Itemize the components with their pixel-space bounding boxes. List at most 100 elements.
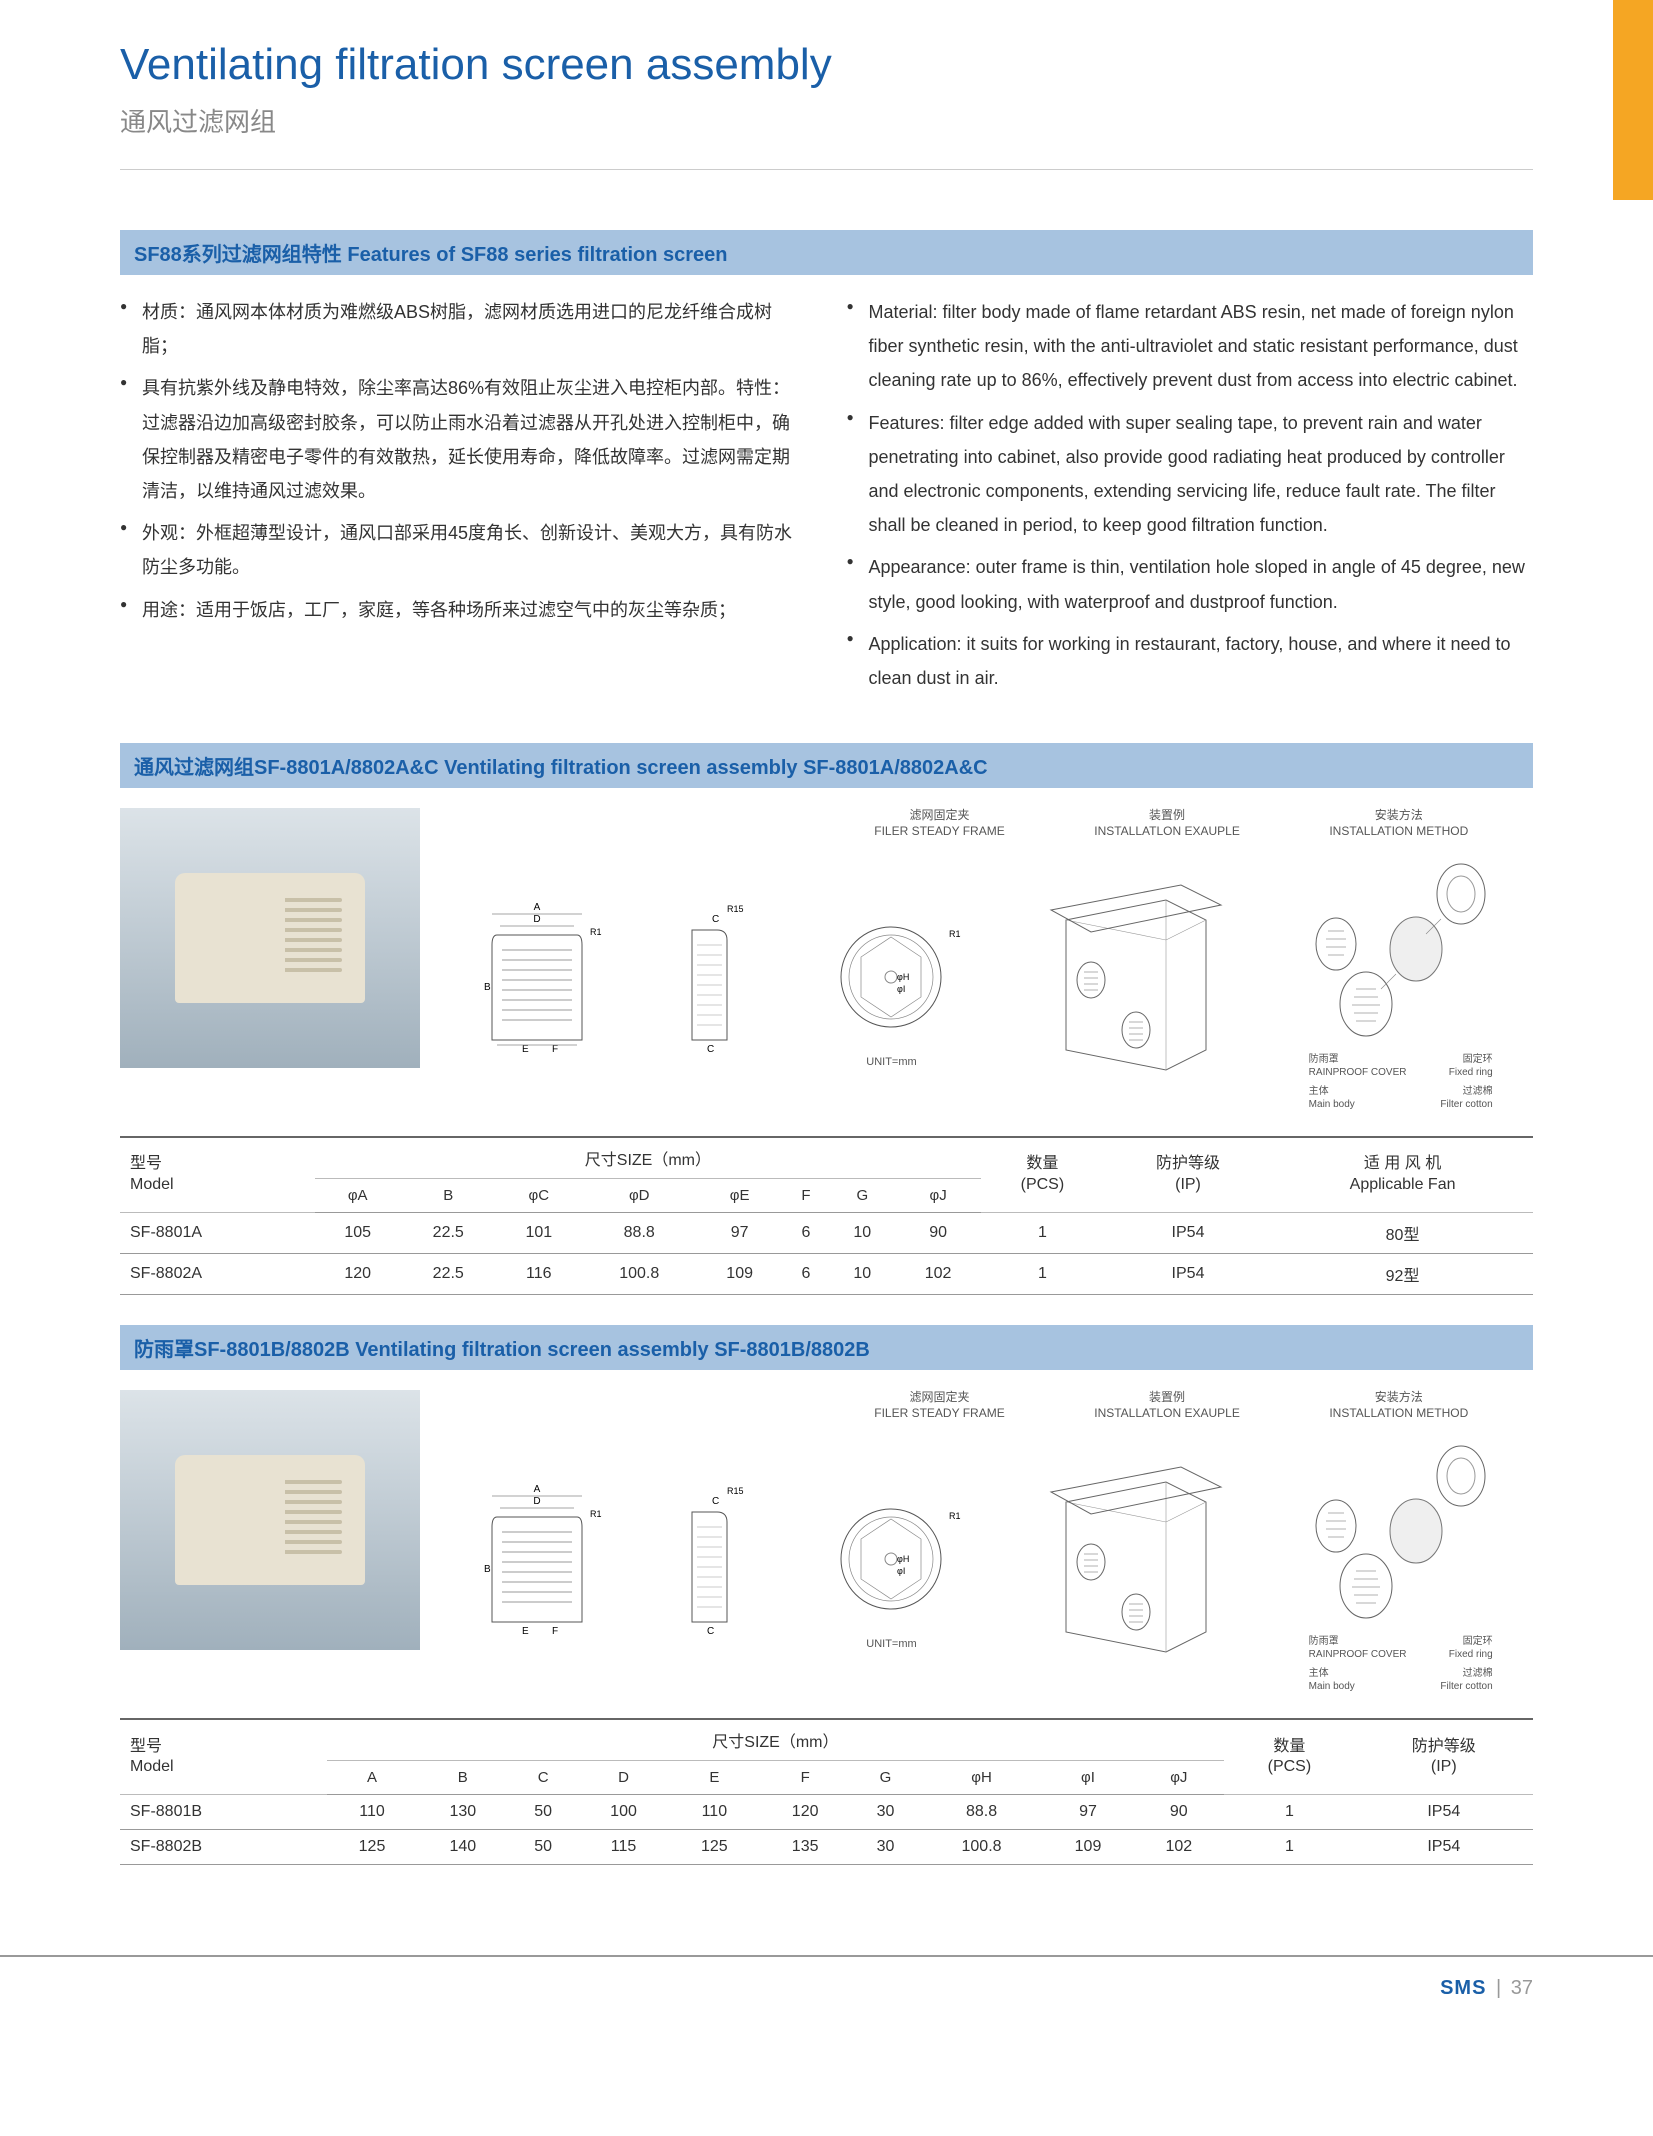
col-header: B xyxy=(401,1179,496,1213)
col-header: φE xyxy=(697,1179,783,1213)
model-hdr-cn: 型号 xyxy=(130,1154,309,1175)
svg-text:C: C xyxy=(707,1044,714,1055)
table-row: SF-8801A10522.510188.897610901IP5480型 xyxy=(120,1213,1533,1254)
features-columns: 材质：通风网本体材质为难燃级ABS树脂，滤网材质选用进口的尼龙纤维合成树脂； 具… xyxy=(120,295,1533,703)
diagram-cabinet xyxy=(1036,880,1226,1080)
col-header: φI xyxy=(1043,1761,1134,1795)
svg-text:C: C xyxy=(712,1496,719,1507)
svg-text:C: C xyxy=(707,1626,714,1637)
section-b-bar: 防雨罩SF-8801B/8802B Ventilating filtration… xyxy=(120,1325,1533,1370)
diagram-area: 滤网固定夹 FILER STEADY FRAME 装置例 INSTALLATLO… xyxy=(440,808,1533,1111)
filter-cotton-label-cn: 过滤棉 xyxy=(1440,1085,1492,1098)
svg-text:R15: R15 xyxy=(590,1509,602,1519)
model-hdr-cn: 型号 xyxy=(130,1737,321,1758)
col-header: φJ xyxy=(1133,1761,1224,1795)
main-body-label-cn: 主体 xyxy=(1309,1085,1355,1098)
install-example-en: INSTALLATLON EXAUPLE xyxy=(1094,824,1240,840)
diagram-front: A D R15 B E F xyxy=(472,1482,602,1642)
spec-table-a: 型号 Model 尺寸SIZE（mm） 数量 (PCS) 防护等级 (IP) 适… xyxy=(120,1136,1533,1295)
diagram-area: 滤网固定夹 FILER STEADY FRAME 装置例 INSTALLATLO… xyxy=(440,1390,1533,1693)
diagram-filter-ring: R15 φH φI UNIT=mm xyxy=(821,892,961,1068)
col-header: G xyxy=(829,1179,895,1213)
col-header: B xyxy=(417,1761,508,1795)
diagram-side: R15 C C xyxy=(677,1482,747,1642)
svg-text:φI: φI xyxy=(897,1566,905,1576)
vent-cover-shape xyxy=(175,1455,285,1585)
feature-item: Application: it suits for working in res… xyxy=(847,627,1534,695)
unit-label: UNIT=mm xyxy=(821,1056,961,1068)
svg-text:E: E xyxy=(522,1626,529,1637)
filter-frame-label-en: FILER STEADY FRAME xyxy=(874,1406,1004,1422)
spec-table-b: 型号 Model 尺寸SIZE（mm） 数量 (PCS) 防护等级 (IP) A… xyxy=(120,1718,1533,1865)
fixed-ring-label-cn: 固定环 xyxy=(1449,1053,1493,1066)
svg-text:φH: φH xyxy=(897,972,909,982)
model-hdr-en: Model xyxy=(130,1175,309,1196)
rainproof-label-en: RAINPROOF COVER xyxy=(1309,1648,1407,1661)
section-a-bar: 通风过滤网组SF-8801A/8802A&C Ventilating filtr… xyxy=(120,743,1533,788)
filter-cotton-label-en: Filter cotton xyxy=(1440,1680,1492,1693)
svg-text:R15: R15 xyxy=(727,904,744,914)
rainproof-label-cn: 防雨罩 xyxy=(1309,1053,1407,1066)
diagram-exploded: 防雨罩 RAINPROOF COVER 固定环 Fixed ring 主体 xyxy=(1301,1431,1501,1693)
vent-cover-shape xyxy=(175,873,285,1003)
col-header: E xyxy=(669,1761,760,1795)
svg-text:E: E xyxy=(522,1044,529,1055)
svg-text:A: A xyxy=(534,902,541,913)
feature-item: Features: filter edge added with super s… xyxy=(847,406,1534,543)
install-method-en: INSTALLATION METHOD xyxy=(1329,824,1468,840)
col-header: D xyxy=(578,1761,669,1795)
col-header: C xyxy=(508,1761,578,1795)
feature-item: Material: filter body made of flame reta… xyxy=(847,295,1534,398)
ip-hdr-en: (IP) xyxy=(1361,1757,1527,1778)
feature-item: 外观：外框超薄型设计，通风口部采用45度角长、创新设计、美观大方，具有防水防尘多… xyxy=(120,516,807,584)
ip-hdr-cn: 防护等级 xyxy=(1361,1737,1527,1758)
fixed-ring-label-en: Fixed ring xyxy=(1449,1648,1493,1661)
install-method-cn: 安装方法 xyxy=(1329,1390,1468,1406)
svg-text:F: F xyxy=(552,1626,558,1637)
svg-text:R15: R15 xyxy=(949,1511,961,1521)
product-photo xyxy=(120,808,420,1068)
main-body-label-cn: 主体 xyxy=(1309,1667,1355,1680)
svg-text:B: B xyxy=(484,1564,491,1575)
unit-label: UNIT=mm xyxy=(821,1638,961,1650)
fan-hdr-en: Applicable Fan xyxy=(1278,1175,1527,1196)
feature-item: 用途：适用于饭店，工厂，家庭，等各种场所来过滤空气中的灰尘等杂质； xyxy=(120,593,807,627)
qty-hdr-en: (PCS) xyxy=(987,1175,1098,1196)
main-body-label-en: Main body xyxy=(1309,1098,1355,1111)
page-title-cn: 通风过滤网组 xyxy=(120,102,1533,139)
fixed-ring-label-cn: 固定环 xyxy=(1449,1635,1493,1648)
page-footer: SMS | 37 xyxy=(0,1955,1653,2020)
diagram-side: R15 C C xyxy=(677,900,747,1060)
features-cn: 材质：通风网本体材质为难燃级ABS树脂，滤网材质选用进口的尼龙纤维合成树脂； 具… xyxy=(120,295,807,703)
ip-hdr-en: (IP) xyxy=(1110,1175,1266,1196)
footer-brand: SMS xyxy=(1440,1977,1486,1999)
col-header: φD xyxy=(582,1179,697,1213)
footer-sep: | xyxy=(1496,1977,1501,1999)
col-header: φA xyxy=(315,1179,401,1213)
model-hdr-en: Model xyxy=(130,1757,321,1778)
qty-hdr-en: (PCS) xyxy=(1230,1757,1348,1778)
filter-cotton-label-en: Filter cotton xyxy=(1440,1098,1492,1111)
svg-text:F: F xyxy=(552,1044,558,1055)
product-section-a: 通风过滤网组SF-8801A/8802A&C Ventilating filtr… xyxy=(120,743,1533,1295)
svg-text:φI: φI xyxy=(897,984,905,994)
features-en: Material: filter body made of flame reta… xyxy=(847,295,1534,703)
fan-hdr-cn: 适 用 风 机 xyxy=(1278,1154,1527,1175)
qty-hdr-cn: 数量 xyxy=(1230,1737,1348,1758)
filter-cotton-label-cn: 过滤棉 xyxy=(1440,1667,1492,1680)
svg-text:D: D xyxy=(534,1496,541,1507)
size-hdr: 尺寸SIZE（mm） xyxy=(327,1719,1225,1761)
col-header: A xyxy=(327,1761,418,1795)
title-divider xyxy=(120,169,1533,170)
qty-hdr-cn: 数量 xyxy=(987,1154,1098,1175)
filter-frame-label-en: FILER STEADY FRAME xyxy=(874,824,1004,840)
col-header: F xyxy=(760,1761,851,1795)
diagram-cabinet xyxy=(1036,1462,1226,1662)
feature-item: 材质：通风网本体材质为难燃级ABS树脂，滤网材质选用进口的尼龙纤维合成树脂； xyxy=(120,295,807,363)
col-header: G xyxy=(851,1761,921,1795)
col-header: F xyxy=(782,1179,829,1213)
feature-item: 具有抗紫外线及静电特效，除尘率高达86%有效阻止灰尘进入电控柜内部。特性：过滤器… xyxy=(120,371,807,508)
svg-text:R15: R15 xyxy=(727,1486,744,1496)
table-row: SF-8801B110130501001101203088.897901IP54 xyxy=(120,1795,1533,1830)
install-example-cn: 装置例 xyxy=(1094,1390,1240,1406)
